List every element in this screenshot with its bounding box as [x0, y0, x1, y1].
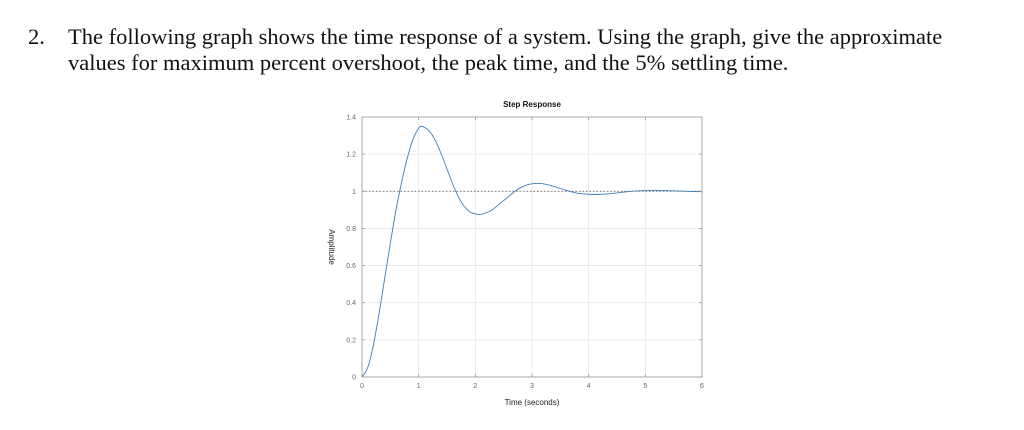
y-tick-label: 0.8 — [346, 226, 356, 233]
question-line-1: The following graph shows the time respo… — [68, 24, 943, 49]
y-tick-label: 0 — [352, 375, 356, 382]
grid-lines — [361, 116, 703, 378]
question-text: The following graph shows the time respo… — [68, 24, 1008, 76]
question-number: 2. — [28, 24, 45, 49]
x-tick-label: 6 — [700, 383, 704, 390]
response-curve — [361, 125, 703, 378]
x-axis-label: Time (seconds) — [505, 398, 560, 407]
y-tick-label: 1 — [352, 189, 356, 196]
y-tick-label: 0.4 — [346, 300, 356, 307]
x-tick-label: 1 — [417, 383, 421, 390]
axis-ticks: 0 1 2 3 4 5 6 0 0.2 0.4 0.6 0.8 1 1.2 1.4 — [346, 115, 704, 391]
x-tick-label: 5 — [643, 383, 647, 390]
x-tick-label: 0 — [360, 383, 364, 390]
y-tick-label: 1.4 — [346, 115, 356, 122]
x-tick-label: 3 — [530, 383, 534, 390]
chart-title: Step Response — [503, 100, 561, 109]
y-tick-label: 0.6 — [346, 263, 356, 270]
y-tick-label: 1.2 — [346, 152, 356, 159]
y-tick-label: 0.2 — [346, 337, 356, 344]
y-axis-label: Amplitude — [327, 229, 336, 265]
x-tick-label: 2 — [473, 383, 477, 390]
x-tick-label: 4 — [587, 383, 591, 390]
question-line-2: values for maximum percent overshoot, th… — [68, 50, 789, 75]
